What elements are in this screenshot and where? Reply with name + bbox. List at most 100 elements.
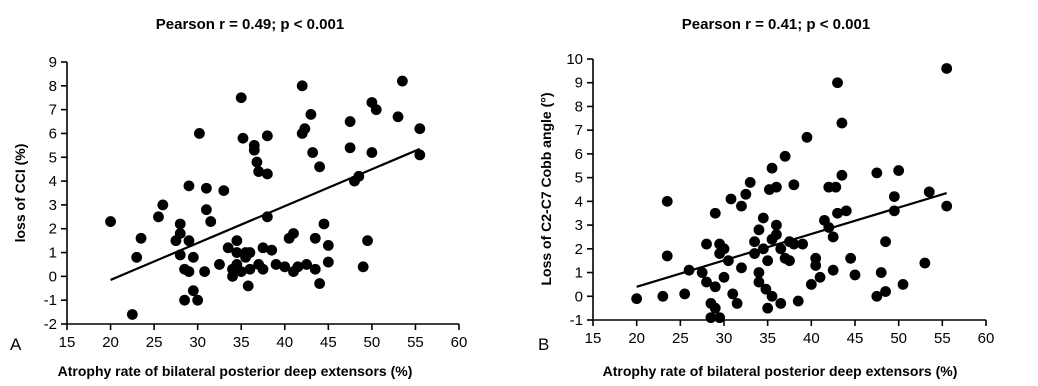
- data-point: [749, 236, 760, 248]
- data-point: [766, 162, 778, 174]
- data-point: [744, 176, 756, 188]
- regression-line: [110, 147, 421, 281]
- x-tick-label: 30: [716, 330, 733, 347]
- data-point: [307, 147, 319, 158]
- data-point: [840, 205, 852, 217]
- data-point: [657, 290, 669, 302]
- y-tick-label: 6: [575, 146, 583, 163]
- y-tick-label: 1: [575, 265, 583, 282]
- data-point: [244, 263, 256, 275]
- data-point: [836, 169, 848, 181]
- data-point: [832, 77, 843, 89]
- data-point: [740, 188, 752, 200]
- data-point: [753, 276, 765, 288]
- data-point: [845, 252, 857, 264]
- data-point: [832, 207, 843, 219]
- x-tick-label: 60: [978, 330, 995, 347]
- data-point: [253, 166, 265, 177]
- data-point: [251, 156, 263, 168]
- data-point: [231, 235, 243, 247]
- data-point: [370, 104, 382, 116]
- data-point: [199, 266, 211, 277]
- data-point: [157, 199, 169, 211]
- x-tick-label: 60: [451, 334, 468, 351]
- data-point: [701, 276, 712, 288]
- x-axis-label: Atrophy rate of bilateral posterior deep…: [58, 363, 413, 379]
- data-point: [731, 297, 743, 309]
- data-point: [849, 269, 861, 281]
- data-point: [775, 243, 787, 255]
- data-point: [709, 302, 721, 314]
- data-point: [753, 267, 765, 278]
- data-point: [792, 295, 804, 307]
- data-point: [179, 294, 191, 306]
- data-point: [187, 251, 199, 263]
- data-point: [314, 161, 326, 173]
- data-point: [880, 236, 891, 248]
- data-point: [344, 116, 356, 127]
- data-point: [183, 266, 195, 277]
- x-tick-label: 45: [320, 334, 337, 351]
- data-point: [827, 264, 839, 276]
- x-tick-label: 55: [934, 330, 951, 347]
- y-tick-label: 2: [49, 221, 57, 238]
- data-point: [718, 271, 730, 283]
- data-point: [762, 255, 774, 267]
- data-point: [753, 224, 765, 236]
- data-point: [827, 231, 839, 243]
- data-point: [775, 297, 787, 309]
- x-tick-label: 20: [628, 330, 645, 347]
- y-tick-label: -1: [44, 292, 57, 309]
- chart-title: Pearson r = 0.49; p < 0.001: [156, 16, 344, 33]
- panel-label: A: [10, 335, 22, 354]
- data-point: [292, 261, 304, 273]
- data-point: [760, 283, 772, 295]
- data-point: [218, 185, 230, 197]
- y-tick-label: 7: [575, 122, 583, 139]
- y-tick-label: 9: [575, 75, 583, 92]
- data-point: [718, 243, 730, 255]
- data-point: [736, 262, 747, 274]
- data-point: [322, 256, 334, 268]
- chart-panel-b: Pearson r = 0.41; p < 0.001 B Atrophy ra…: [538, 16, 994, 379]
- x-tick-label: 55: [407, 334, 424, 351]
- data-point: [875, 267, 887, 278]
- x-tick-label: 50: [890, 330, 907, 347]
- data-point: [192, 294, 204, 306]
- data-point: [788, 238, 800, 250]
- data-point: [362, 235, 373, 247]
- data-point: [322, 240, 334, 251]
- data-point: [174, 228, 186, 239]
- data-point: [187, 285, 199, 297]
- chart-title: Pearson r = 0.41; p < 0.001: [682, 16, 870, 33]
- data-point: [696, 267, 708, 278]
- y-tick-label: 3: [575, 217, 583, 234]
- data-point: [941, 200, 953, 212]
- data-point: [661, 195, 673, 207]
- data-point: [318, 218, 330, 230]
- y-tick-label: 8: [575, 98, 583, 115]
- data-point: [270, 259, 282, 270]
- data-point: [701, 238, 712, 250]
- data-point: [301, 259, 312, 270]
- data-point: [200, 204, 212, 216]
- data-point: [771, 219, 782, 231]
- x-tick-label: 15: [59, 334, 76, 351]
- data-point: [810, 260, 822, 271]
- x-tick-label: 35: [233, 334, 250, 351]
- data-point: [762, 302, 774, 314]
- data-point: [214, 259, 225, 270]
- data-point: [135, 232, 147, 244]
- data-point: [205, 216, 217, 227]
- y-tick-label: 8: [49, 78, 57, 95]
- y-tick-label: 10: [566, 51, 583, 68]
- data-point: [714, 312, 726, 324]
- data-point: [736, 200, 747, 212]
- data-point: [888, 191, 900, 203]
- data-point: [788, 179, 800, 191]
- x-axis-label: Atrophy rate of bilateral posterior deep…: [603, 363, 958, 379]
- data-point: [871, 167, 883, 179]
